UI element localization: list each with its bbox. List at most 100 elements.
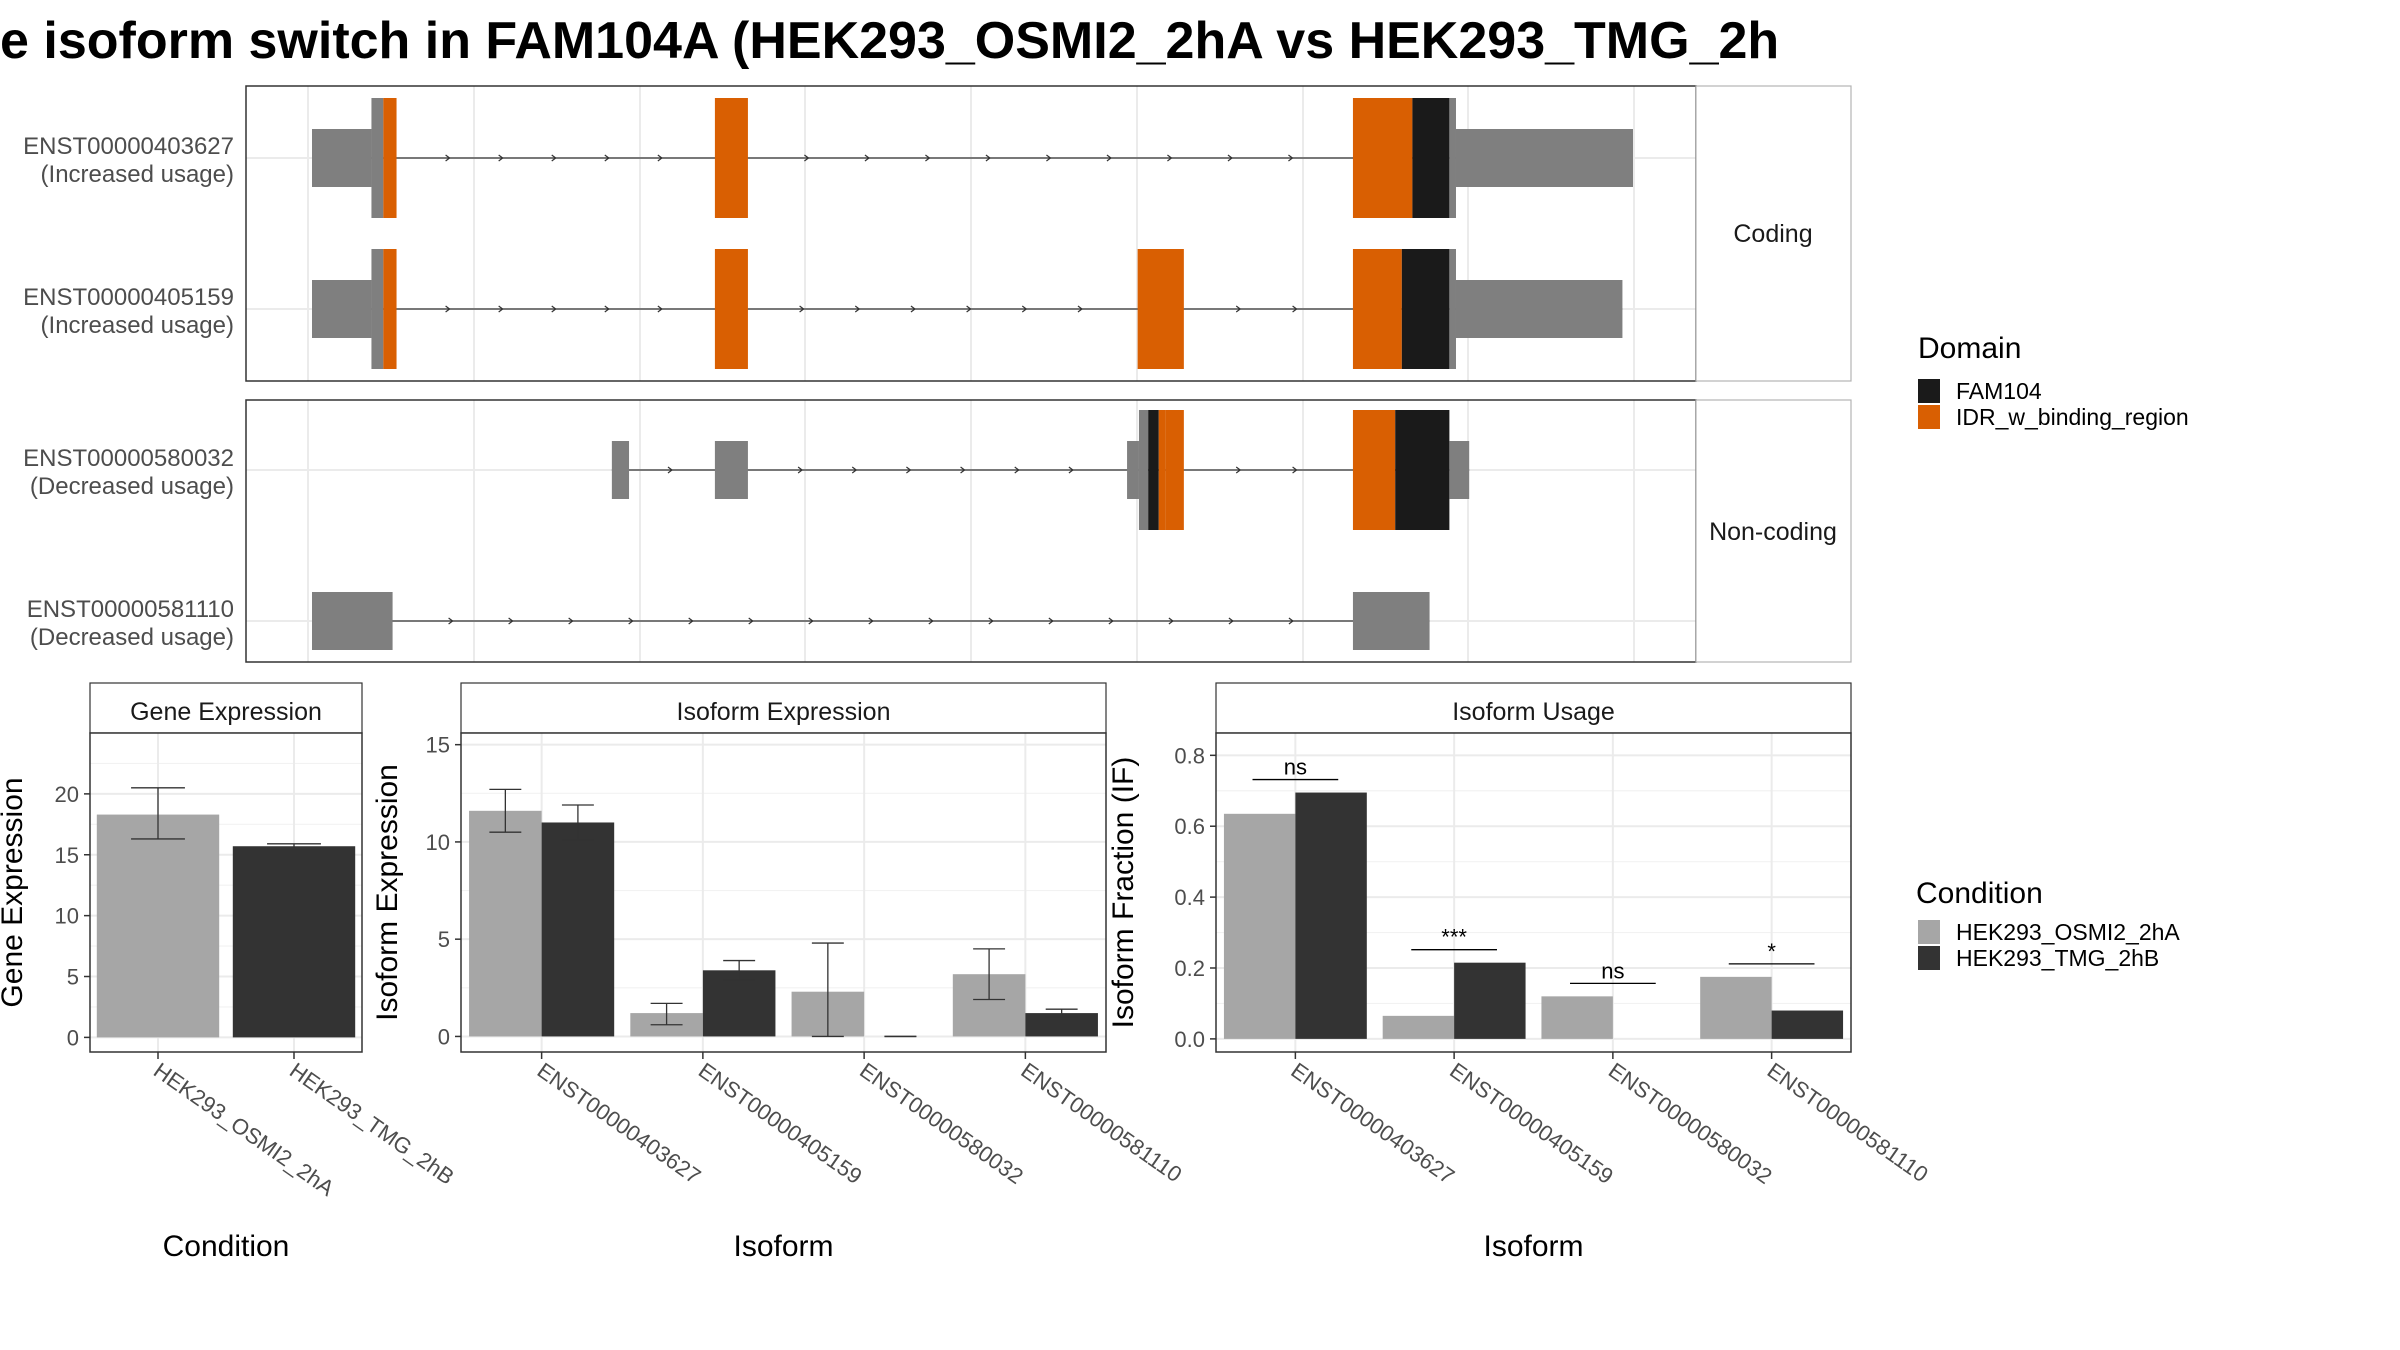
bar [232, 846, 356, 1038]
exon-utr [312, 129, 372, 187]
exon-cds [1449, 249, 1456, 369]
bar [1700, 976, 1772, 1039]
intron-direction-arrow [910, 305, 916, 313]
domain-idr [383, 249, 397, 369]
transcript-usage-label: (Increased usage) [41, 312, 234, 339]
intron-direction-arrow [854, 305, 861, 313]
transcript-track [312, 98, 1633, 218]
bar [1025, 1013, 1098, 1037]
x-tick-label: ENST00000403627 [533, 1058, 706, 1189]
transcript-usage-label: (Increased usage) [41, 161, 234, 188]
exon-utr [1449, 441, 1470, 499]
y-tick-label: 15 [55, 843, 79, 868]
y-tick-label: 0.6 [1174, 814, 1205, 839]
bar [1771, 1010, 1844, 1039]
domain-fam104 [1395, 410, 1450, 530]
intron-direction-arrow [1068, 466, 1074, 474]
domain-idr [714, 249, 748, 369]
condition-legend-title: Condition [1916, 877, 2043, 910]
transcript-tracks [312, 98, 1633, 369]
isoform-usage-chart: Isoform Usage 0.0 0.2 0.4 0.6 0.8 ns *** ns * ENST… [1107, 682, 1933, 1263]
bar [469, 810, 542, 1037]
intron-direction-arrow [851, 466, 858, 474]
exon-cds [1138, 410, 1149, 530]
significance-label: * [1767, 939, 1776, 964]
bar [1454, 962, 1526, 1039]
x-tick-label: ENST00000405159 [694, 1058, 867, 1189]
intron-direction-arrow [1292, 466, 1298, 474]
legend-swatch-idr [1918, 405, 1940, 429]
domain-idr [714, 98, 748, 218]
intron-direction-arrow [657, 305, 663, 313]
domain-idr [1352, 249, 1402, 369]
intron-direction-arrow [966, 305, 972, 313]
intron-direction-arrow [1048, 617, 1054, 625]
x-axis-title: Isoform [1483, 1230, 1583, 1263]
intron-direction-arrow [925, 154, 931, 162]
exon-utr [611, 441, 630, 499]
significance-label: *** [1441, 925, 1467, 950]
intron-direction-arrow [1288, 154, 1294, 162]
intron-direction-arrow [445, 305, 451, 313]
domain-idr [1158, 410, 1166, 530]
transcript-usage-label: (Decreased usage) [30, 473, 234, 500]
chart-title: Isoform Usage [1452, 698, 1615, 726]
intron-direction-arrow [1046, 154, 1052, 162]
condition-legend: Condition HEK293_OSMI2_2hA HEK293_TMG_2h… [1916, 877, 2180, 971]
bar [702, 970, 776, 1037]
intron-direction-arrow [748, 617, 754, 625]
bar [541, 822, 615, 1037]
intron-direction-arrow [628, 617, 634, 625]
exon-cds [371, 98, 384, 218]
exon-utr [312, 280, 372, 338]
domain-idr [383, 98, 397, 218]
intron-direction-arrow [799, 305, 805, 313]
transcript-track [611, 410, 1470, 530]
transcript-usage-label: (Decreased usage) [30, 624, 234, 651]
intron-direction-arrow [808, 617, 814, 625]
intron-direction-arrow [657, 154, 663, 162]
facet-strip-label: Coding [1733, 220, 1812, 248]
intron-direction-arrow [1167, 154, 1173, 162]
bar [96, 814, 220, 1038]
domain-idr [1165, 410, 1184, 530]
intron-direction-arrow [804, 154, 810, 162]
y-axis-title: Gene Expression [0, 777, 29, 1007]
domain-fam104 [1412, 98, 1450, 218]
legend-label-tmg: HEK293_TMG_2hB [1956, 945, 2159, 971]
bar [1295, 792, 1367, 1039]
exon-cds [371, 249, 384, 369]
y-tick-label: 20 [55, 782, 79, 807]
intron-direction-arrow [864, 154, 870, 162]
intron-direction-arrow [1228, 617, 1234, 625]
domain-idr [1352, 410, 1396, 530]
intron-direction-arrow [448, 617, 454, 625]
exon-utr [1455, 280, 1623, 338]
intron-direction-arrow [1168, 617, 1174, 625]
legend-swatch-fam104 [1918, 379, 1940, 403]
legend-label-idr: IDR_w_binding_region [1956, 404, 2189, 430]
intron-direction-arrow [988, 617, 994, 625]
significance-label: ns [1284, 755, 1307, 780]
transcript-id-label: ENST00000403627 [23, 133, 234, 160]
intron-direction-arrow [508, 617, 514, 625]
intron-direction-arrow [568, 617, 574, 625]
x-tick-label: ENST00000405159 [1445, 1058, 1618, 1189]
facet-strip-label: Non-coding [1709, 518, 1837, 546]
intron-direction-arrow [1227, 154, 1233, 162]
legend-swatch-tmg [1918, 946, 1940, 970]
plot-title: e isoform switch in FAM104A (HEK293_OSMI… [0, 12, 1779, 70]
intron-direction-arrow [604, 305, 610, 313]
intron-direction-arrow [868, 617, 874, 625]
y-axis-title: Isoform Fraction (IF) [1107, 757, 1140, 1029]
transcript-track [312, 249, 1623, 369]
legend-swatch-osmi2 [1918, 920, 1940, 944]
x-tick-label: ENST00000403627 [1287, 1058, 1460, 1189]
intron-direction-arrow [1235, 305, 1242, 313]
x-tick-label: ENST00000580032 [1604, 1058, 1777, 1189]
isoform-expression-chart: Isoform Expression051015ENST00000403627E… [371, 682, 1186, 1263]
bar [1541, 996, 1613, 1039]
y-axis-title: Isoform Expression [371, 764, 404, 1021]
intron-direction-arrow [985, 154, 991, 162]
